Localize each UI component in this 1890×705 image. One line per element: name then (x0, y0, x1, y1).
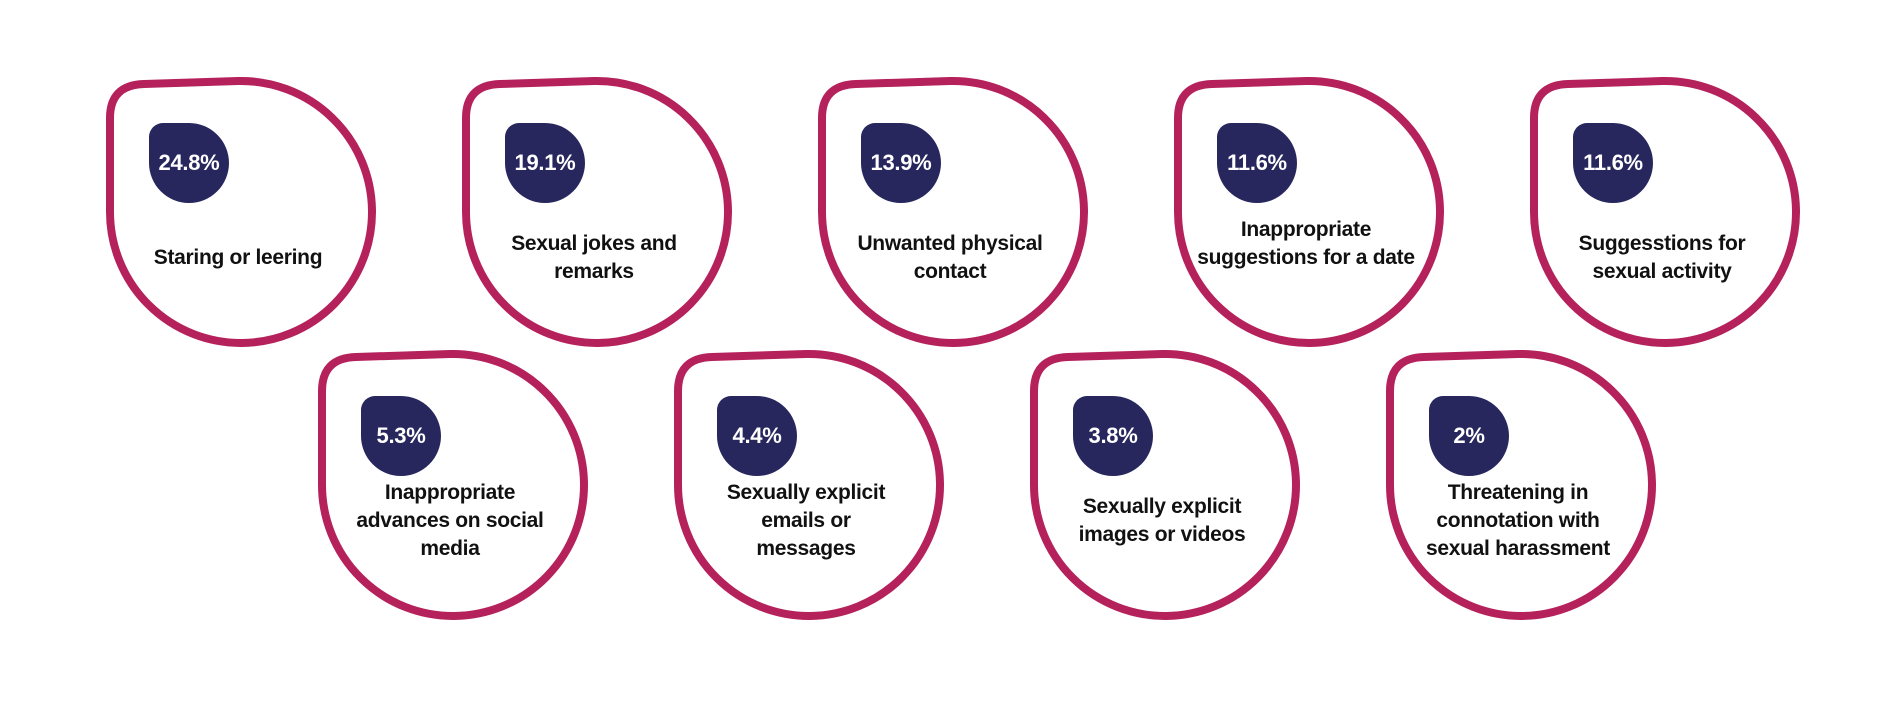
card-ring (462, 76, 732, 347)
stat-card: 5.3% Inappropriate advances on social me… (316, 349, 588, 620)
card-ring (1386, 349, 1656, 620)
card-ring (318, 349, 588, 620)
stat-card: 24.8% Staring or leering (104, 76, 376, 347)
card-label: Staring or leering (153, 246, 323, 269)
card-ring (674, 349, 944, 620)
percent-badge: 13.9% (861, 123, 941, 203)
card-label: Threatening in connotation with sexual h… (1425, 481, 1610, 560)
stat-card: 13.9% Unwanted physical contact (816, 76, 1088, 347)
stat-card: 2% Threatening in connotation with sexua… (1384, 349, 1656, 620)
percent-badge: 24.8% (149, 123, 229, 203)
stat-card: 11.6% Inappropriate suggestions for a da… (1172, 76, 1444, 347)
percent-badge: 19.1% (505, 123, 585, 203)
card-ring (818, 76, 1088, 347)
card-label: Sexually explicit images or videos (1078, 495, 1246, 546)
percent-badge: 11.6% (1573, 123, 1653, 203)
percent-badge: 11.6% (1217, 123, 1297, 203)
stat-card: 19.1% Sexual jokes and remarks (460, 76, 732, 347)
card-ring (1530, 76, 1800, 347)
card-ring (1174, 76, 1444, 347)
percent-badge: 5.3% (361, 396, 441, 476)
stat-card: 3.8% Sexually explicit images or videos (1028, 349, 1300, 620)
card-ring (106, 76, 376, 347)
percent-badge: 2% (1429, 396, 1509, 476)
stat-card: 4.4% Sexually explicit emails or message… (672, 349, 944, 620)
stat-card: 11.6% Suggesstions for sexual activity (1528, 76, 1800, 347)
card-label: Suggesstions for sexual activity (1578, 232, 1746, 283)
percent-badge: 4.4% (717, 396, 797, 476)
card-label: Sexually explicit emails or messages (726, 481, 886, 560)
card-ring (1030, 349, 1300, 620)
card-label: Inappropriate advances on social media (356, 481, 544, 560)
card-label: Sexual jokes and remarks (511, 232, 677, 283)
card-label: Unwanted physical contact (857, 232, 1043, 283)
card-label: Inappropriate suggestions for a date (1197, 218, 1415, 269)
percent-badge: 3.8% (1073, 396, 1153, 476)
